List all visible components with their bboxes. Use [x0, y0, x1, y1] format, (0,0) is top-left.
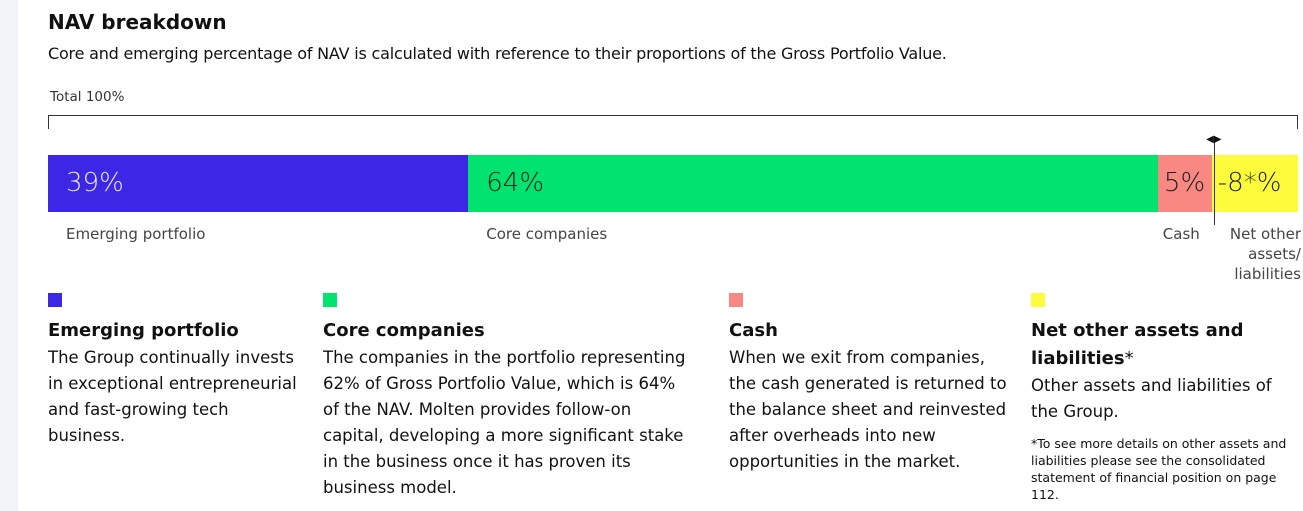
value-label: -8*% [1217, 168, 1282, 198]
card-text: The Group continually invests in excepti… [48, 348, 297, 445]
bar-segment: 5% [1157, 155, 1212, 212]
card-title: Core companies [323, 320, 485, 341]
card-text: The companies in the portfolio represent… [323, 348, 686, 497]
subtitle: Core and emerging percentage of NAV is c… [48, 44, 947, 63]
boundary-line [1213, 140, 1215, 225]
total-bracket [48, 115, 1298, 129]
bar-segment: 39% [48, 155, 469, 212]
card-title-text: Net other assets and liabilities [1031, 320, 1244, 369]
card-text: When we exit from companies, the cash ge… [729, 348, 1007, 471]
total-label: Total 100% [50, 89, 125, 105]
card: Cash When we exit from companies, the ca… [729, 293, 1009, 475]
footnote: *To see more details on other assets and… [1031, 436, 1287, 502]
bar-segment: -8*% [1211, 155, 1298, 212]
stacked-bar: 39% 64% 5% -8*% [48, 155, 1298, 212]
swatch [729, 293, 743, 307]
card: Net other assets and liabilities* Other … [1031, 293, 1293, 503]
card: Core companies The companies in the port… [323, 293, 693, 501]
value-label: 64% [486, 168, 545, 198]
card-title: Emerging portfolio [48, 320, 239, 341]
title: NAV breakdown [48, 10, 227, 34]
value-label: 39% [66, 168, 124, 198]
card: Emerging portfolio The Group continually… [48, 293, 298, 449]
category-label: Net other assets/ liabilities [1229, 225, 1301, 283]
boundary-arrows: ◀▶ [1206, 134, 1222, 145]
side-strip [0, 0, 18, 511]
swatch [48, 293, 62, 307]
card-title-mark: * [1124, 348, 1134, 369]
value-label: 5% [1163, 168, 1206, 198]
swatch [1031, 293, 1045, 307]
card-title: Cash [729, 320, 778, 341]
card-text: Other assets and liabilities of the Grou… [1031, 376, 1272, 421]
card-title: Net other assets and liabilities* [1031, 317, 1293, 373]
category-label: Core companies [486, 225, 608, 243]
category-label: Emerging portfolio [66, 225, 206, 243]
bar-segment: 64% [468, 155, 1158, 212]
category-label: Cash [1162, 225, 1200, 243]
swatch [323, 293, 337, 307]
